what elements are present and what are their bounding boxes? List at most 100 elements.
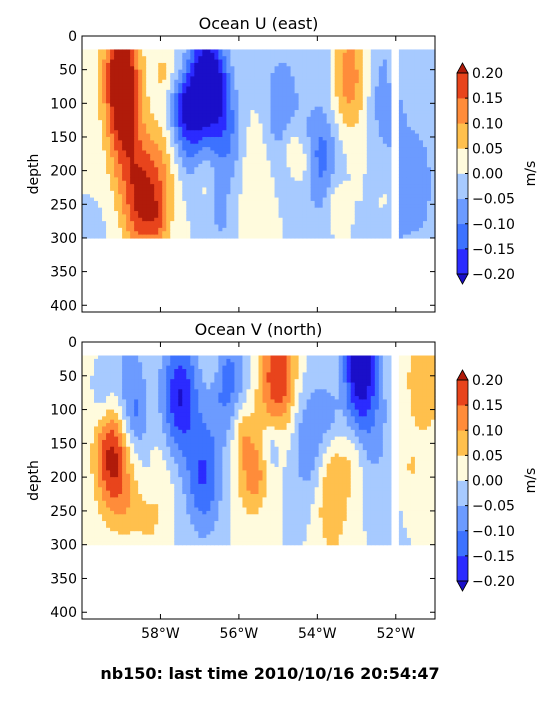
field-cell [102, 235, 107, 239]
field-cell [371, 235, 376, 239]
field-cell [339, 235, 344, 239]
field-cell [190, 235, 195, 239]
field-cell [214, 235, 219, 239]
field-cell [186, 235, 191, 239]
field-cell [295, 235, 300, 239]
colorbar-band [457, 98, 468, 123]
field-cell [234, 235, 239, 239]
field-cell [154, 235, 159, 239]
colorbar-band [457, 249, 468, 274]
y-tick-label: 100 [50, 96, 77, 112]
field-cell [299, 235, 304, 239]
colorbar-tick-label: 0.05 [472, 141, 503, 157]
colorbar-tick-label: −0.10 [472, 217, 515, 233]
colorbar-extend-high [457, 63, 468, 73]
colorbar-tick-label: 0.20 [472, 66, 503, 82]
field-cell [218, 235, 223, 239]
colorbar-band [457, 174, 468, 199]
field-cell [319, 235, 324, 239]
field-cell [250, 235, 255, 239]
field-cell [307, 235, 312, 239]
field-cell [202, 235, 207, 239]
y-tick-label: 0 [68, 29, 77, 45]
colorbar-band [457, 199, 468, 224]
field-cell [126, 235, 131, 239]
field-cell [287, 235, 292, 239]
colorbar-band [457, 148, 468, 173]
field-cell [375, 235, 380, 239]
field-cell [315, 235, 320, 239]
colorbar: 0.200.150.100.050.00−0.05−0.10−0.15−0.20… [457, 63, 539, 284]
colorbar-tick-label: −0.20 [472, 267, 515, 283]
field-cell [170, 235, 175, 239]
colorbar-tick-label: 0.10 [472, 116, 503, 132]
chart-panel-2: Ocean V (north)depth05010015020025030035… [26, 320, 539, 642]
field-cell [222, 235, 227, 239]
field-cell [138, 235, 143, 239]
field-cell [146, 235, 151, 239]
field-cell [230, 235, 235, 239]
field-cell [114, 235, 119, 239]
field-cell [238, 235, 243, 239]
y-tick-label: 400 [50, 298, 77, 314]
field-cell [291, 235, 296, 239]
colorbar-tick-label: 0.15 [472, 91, 503, 107]
field-cell [122, 235, 127, 239]
field-cell [411, 235, 416, 239]
field-cell [263, 235, 268, 239]
y-tick-label: 200 [50, 164, 77, 180]
field-cell [355, 235, 360, 239]
field-cell [246, 235, 251, 239]
y-axis-label: depth [26, 154, 42, 195]
field-cell [110, 235, 115, 239]
field-cell [303, 235, 308, 239]
field-cell [130, 235, 135, 239]
field-cell [206, 235, 211, 239]
field-cell [134, 235, 139, 239]
y-tick-label: 300 [50, 231, 77, 247]
y-tick-label: 250 [50, 197, 77, 213]
field-cell [198, 235, 203, 239]
field-cell [399, 235, 404, 239]
field-cell [271, 235, 276, 239]
field-cell [98, 235, 103, 239]
field-cell [259, 235, 264, 239]
field-cell [174, 235, 179, 239]
field-cell [327, 235, 332, 239]
colorbar-tick-label: −0.15 [472, 242, 515, 258]
field-cell [178, 235, 183, 239]
field-cell [150, 235, 155, 239]
contour-field [82, 356, 436, 546]
field-cell [118, 235, 123, 239]
field-cell [335, 235, 340, 239]
field-cell [162, 235, 167, 239]
field-cell [407, 235, 412, 239]
field-cell [423, 235, 428, 239]
colorbar-band [457, 224, 468, 249]
field-cell [279, 235, 284, 239]
field-cell [226, 235, 231, 239]
field-cell [415, 235, 420, 239]
field-cell [275, 235, 280, 239]
colorbar-label: m/s [523, 161, 539, 187]
field-cell [367, 235, 372, 239]
chart-panel-1: Ocean U (east)depth050100150200250300350… [26, 14, 539, 314]
colorbar-tick-label: −0.05 [472, 192, 515, 208]
field-cell [379, 235, 384, 239]
y-tick-label: 350 [50, 265, 77, 281]
field-cell [383, 235, 388, 239]
field-cell [311, 235, 316, 239]
field-cell [210, 235, 215, 239]
field-cell [363, 235, 368, 239]
field-cell [403, 235, 408, 239]
field-cell [331, 235, 336, 239]
field-cell [343, 235, 348, 239]
colorbar-extend-low [457, 274, 468, 284]
field-cell [106, 235, 111, 239]
contour-field [82, 49, 436, 238]
field-cell [182, 235, 187, 239]
field-cell [90, 235, 95, 239]
field-cell [158, 235, 163, 239]
